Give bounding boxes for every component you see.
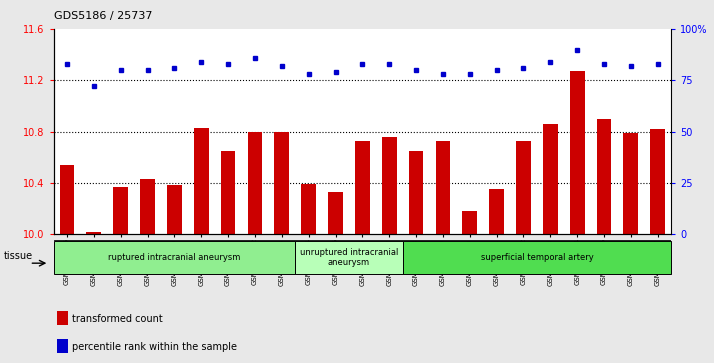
Text: superficial temporal artery: superficial temporal artery — [481, 253, 593, 262]
Bar — [623, 133, 638, 234]
Bar — [56, 339, 68, 353]
Bar — [114, 187, 128, 234]
Bar — [328, 192, 343, 234]
Bar — [489, 189, 504, 234]
Bar — [301, 184, 316, 234]
Bar — [516, 140, 531, 234]
Bar — [403, 241, 671, 274]
Bar — [194, 128, 208, 234]
Bar — [436, 140, 451, 234]
Bar — [382, 137, 396, 234]
Bar — [274, 131, 289, 234]
Text: GDS5186 / 25737: GDS5186 / 25737 — [54, 11, 152, 21]
Bar — [295, 241, 403, 274]
Bar — [248, 131, 262, 234]
Bar — [221, 151, 236, 234]
Bar — [543, 124, 558, 234]
Bar — [56, 311, 68, 325]
Bar — [650, 129, 665, 234]
Text: ruptured intracranial aneurysm: ruptured intracranial aneurysm — [109, 253, 241, 262]
Bar — [54, 241, 295, 274]
Bar — [59, 165, 74, 234]
Text: transformed count: transformed count — [72, 314, 163, 323]
Bar — [597, 119, 611, 234]
Bar — [570, 72, 585, 234]
Bar — [86, 232, 101, 234]
Text: unruptured intracranial
aneurysm: unruptured intracranial aneurysm — [300, 248, 398, 268]
Bar — [355, 140, 370, 234]
Bar — [408, 151, 423, 234]
Bar — [167, 185, 182, 234]
Text: percentile rank within the sample: percentile rank within the sample — [72, 342, 237, 352]
Bar — [140, 179, 155, 234]
Bar — [463, 211, 477, 234]
Text: tissue: tissue — [4, 251, 33, 261]
